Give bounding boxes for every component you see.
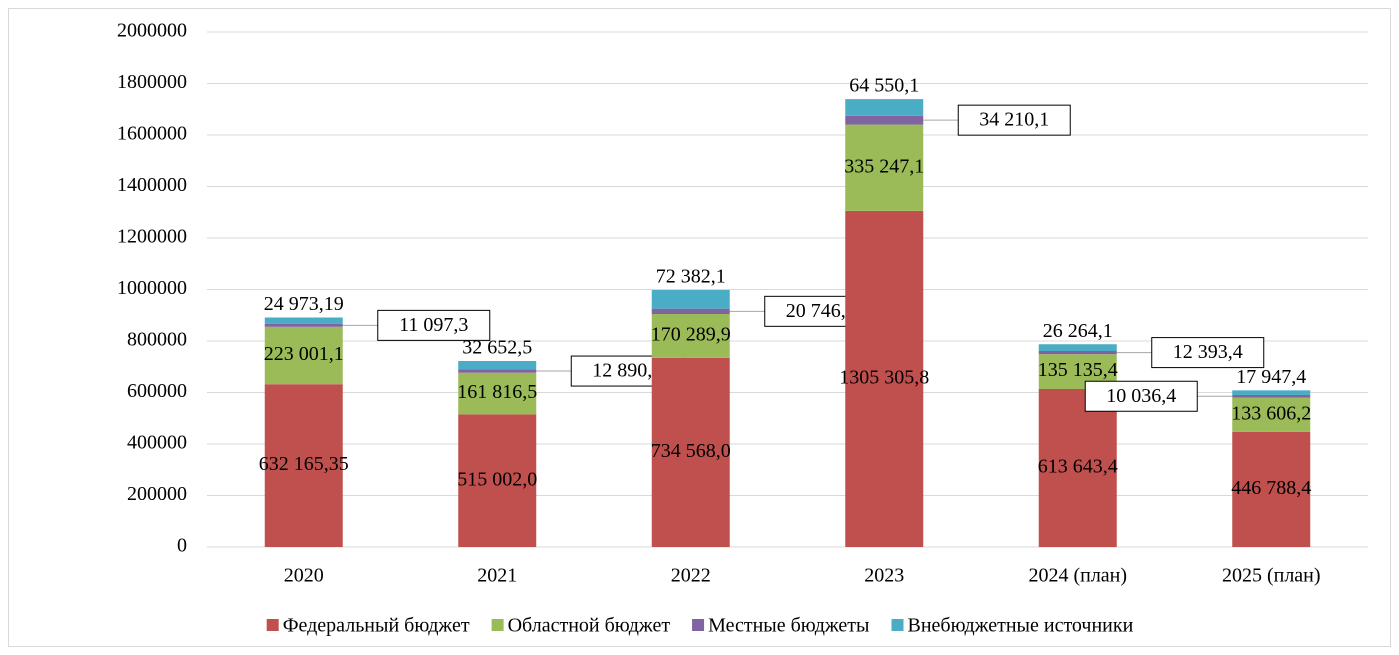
x-tick-label: 2024 (план): [1028, 565, 1127, 587]
data-label: 223 001,1: [264, 343, 344, 365]
bar-segment: [651, 308, 730, 314]
bar-segment: [264, 317, 343, 324]
bar-segment: [458, 360, 537, 370]
bar-segment: [1038, 350, 1117, 355]
bar-segment: [458, 372, 537, 415]
bar-segment: [1232, 431, 1311, 547]
data-label: 17 947,4: [1236, 366, 1306, 388]
data-label: 515 002,0: [457, 468, 537, 490]
data-label: 446 788,4: [1231, 477, 1311, 499]
bar-segment: [1038, 388, 1117, 547]
bar-segment: [264, 384, 343, 547]
bar-segment: [264, 326, 343, 385]
data-label: 133 606,2: [1231, 402, 1311, 424]
x-tick-label: 2025 (план): [1222, 565, 1321, 587]
y-tick-label: 0: [177, 535, 187, 557]
data-label: 12 890,0: [592, 360, 662, 382]
legend-label: Местные бюджеты: [708, 615, 869, 637]
legend-label: Внебюджетные источники: [907, 615, 1133, 637]
y-tick-label: 1000000: [117, 277, 187, 299]
y-tick-label: 2000000: [117, 20, 187, 42]
y-tick-label: 1600000: [117, 123, 187, 145]
data-label: 20 746,5: [786, 300, 856, 322]
callout-box: [1084, 380, 1198, 412]
y-tick-label: 400000: [127, 432, 187, 454]
data-label: 10 036,4: [1106, 385, 1176, 407]
bar-segment: [651, 357, 730, 547]
data-label: 1305 305,8: [839, 367, 929, 389]
bar-segment: [1232, 397, 1311, 432]
callout-box: [957, 104, 1071, 136]
y-tick-label: 1800000: [117, 71, 187, 93]
data-label: 734 568,0: [651, 440, 731, 462]
bar-segment: [1232, 390, 1311, 395]
legend-label: Федеральный бюджет: [283, 615, 470, 637]
bar-segment: [651, 313, 730, 358]
legend-swatch: [891, 619, 904, 631]
data-label: 12 393,4: [1173, 341, 1243, 363]
y-tick-label: 1400000: [117, 174, 187, 196]
bar-segment: [1038, 344, 1117, 351]
legend-label: Областной бюджет: [508, 615, 671, 637]
data-label: 64 550,1: [849, 75, 919, 97]
bar-segment: [264, 323, 343, 327]
data-label: 11 097,3: [399, 314, 468, 336]
bar-segment: [651, 290, 730, 309]
data-label: 335 247,1: [844, 155, 924, 177]
callout-box: [377, 309, 491, 341]
data-label: 72 382,1: [656, 266, 726, 288]
y-tick-label: 800000: [127, 329, 187, 351]
bar-segment: [845, 210, 924, 547]
bar-segment: [458, 369, 537, 373]
x-tick-label: 2021: [477, 565, 517, 587]
bar-segment: [845, 99, 924, 116]
legend-swatch: [491, 619, 504, 631]
data-label: 24 973,19: [264, 293, 344, 315]
x-tick-label: 2020: [284, 565, 324, 587]
bar-segment: [458, 414, 537, 547]
data-label: 34 210,1: [979, 109, 1049, 131]
data-label: 32 652,5: [462, 337, 532, 359]
legend-swatch: [266, 619, 279, 631]
bar-segment: [845, 124, 924, 211]
x-tick-label: 2022: [671, 565, 711, 587]
x-tick-label: 2023: [864, 565, 904, 587]
y-tick-label: 200000: [127, 483, 187, 505]
data-label: 170 289,9: [651, 324, 731, 346]
legend-swatch: [692, 619, 705, 631]
data-label: 135 135,4: [1038, 359, 1118, 381]
bar-segment: [1232, 394, 1311, 398]
y-tick-label: 1200000: [117, 226, 187, 248]
y-tick-label: 600000: [127, 380, 187, 402]
data-label: 161 816,5: [457, 381, 537, 403]
data-label: 26 264,1: [1043, 320, 1113, 342]
data-label: 613 643,4: [1038, 456, 1118, 478]
bar-segment: [845, 115, 924, 125]
data-label: 632 165,35: [259, 453, 349, 475]
callout-box: [1151, 337, 1265, 369]
